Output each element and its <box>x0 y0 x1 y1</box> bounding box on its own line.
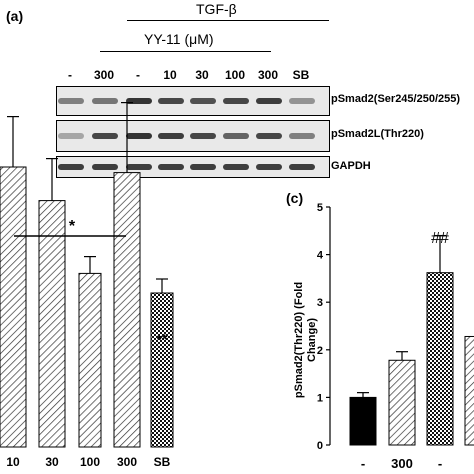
annotation-b: ** <box>157 331 168 347</box>
blot-label-psmad2l-thr220: pSmad2L(Thr220) <box>331 128 424 140</box>
blot-label-gapdh: GAPDH <box>331 160 371 172</box>
annotation-c: ## <box>431 230 449 247</box>
blot-band <box>223 133 249 139</box>
tick-label-c: 300 <box>391 456 413 471</box>
blot-band <box>58 98 84 104</box>
blot-psmad2-ser <box>56 86 330 116</box>
lane-label: SB <box>292 68 310 82</box>
blot-band <box>92 133 118 139</box>
blot-band <box>158 133 184 139</box>
bar-b <box>38 200 66 448</box>
blot-band <box>223 164 249 170</box>
blot-band <box>289 133 315 139</box>
bar-b <box>78 272 102 448</box>
blot-gapdh <box>56 156 330 178</box>
tick-label-b: SB <box>154 455 171 469</box>
tick-label-c: - <box>361 456 365 471</box>
tick-label-b: 30 <box>45 455 59 469</box>
panel-label-a: (a) <box>6 8 24 24</box>
yy11-label: YY-11 (μM) <box>144 31 214 47</box>
tgf-beta-label: TGF-β <box>196 1 237 17</box>
y-tick-label-c: 4 <box>317 250 324 262</box>
blot-band <box>289 98 315 104</box>
bar-c <box>388 359 416 446</box>
blot-band <box>289 164 315 170</box>
bar-b <box>150 292 174 448</box>
lane-label: 30 <box>195 68 209 82</box>
blot-band <box>190 133 216 139</box>
blot-band <box>190 98 216 104</box>
blot-band <box>158 98 184 104</box>
blot-band <box>256 98 282 104</box>
bar-c <box>464 335 474 446</box>
tick-label-c: - <box>438 456 442 471</box>
bar-c <box>426 272 454 446</box>
blot-band <box>126 164 152 170</box>
lane-label: 300 <box>93 68 115 82</box>
blot-band <box>58 133 84 139</box>
lane-label: - <box>68 68 72 82</box>
tgf-beta-line <box>127 20 329 21</box>
bar-b <box>113 172 141 448</box>
chart-c-ylabel: pSmad2(Thr220) (Fold Change) <box>293 281 318 399</box>
blot-band <box>92 164 118 170</box>
yy11-line <box>100 51 271 52</box>
tick-label-b: 100 <box>80 455 100 469</box>
lane-label: 300 <box>257 68 279 82</box>
blot-label-psmad2-ser: pSmad2(Ser245/250/255) <box>331 93 461 105</box>
bar-c <box>349 396 377 446</box>
blot-band <box>58 164 84 170</box>
y-tick-label-c: 0 <box>317 440 323 452</box>
blot-band <box>158 164 184 170</box>
blot-band <box>223 98 249 104</box>
tick-label-b: 10 <box>6 455 20 469</box>
blot-band <box>190 164 216 170</box>
blot-band <box>126 133 152 139</box>
lane-label: - <box>136 68 140 82</box>
bar-b <box>0 166 27 448</box>
blot-band <box>92 98 118 104</box>
blot-band <box>256 164 282 170</box>
blot-band <box>126 98 152 104</box>
lane-label: 100 <box>224 68 246 82</box>
y-tick-label-c: 5 <box>317 202 323 214</box>
annotation-b: * <box>69 218 76 235</box>
tick-label-b: 300 <box>117 455 137 469</box>
lane-label: 10 <box>163 68 177 82</box>
blot-psmad2l-thr220 <box>56 120 330 152</box>
panel-label-c: (c) <box>286 190 304 206</box>
blot-band <box>256 133 282 139</box>
